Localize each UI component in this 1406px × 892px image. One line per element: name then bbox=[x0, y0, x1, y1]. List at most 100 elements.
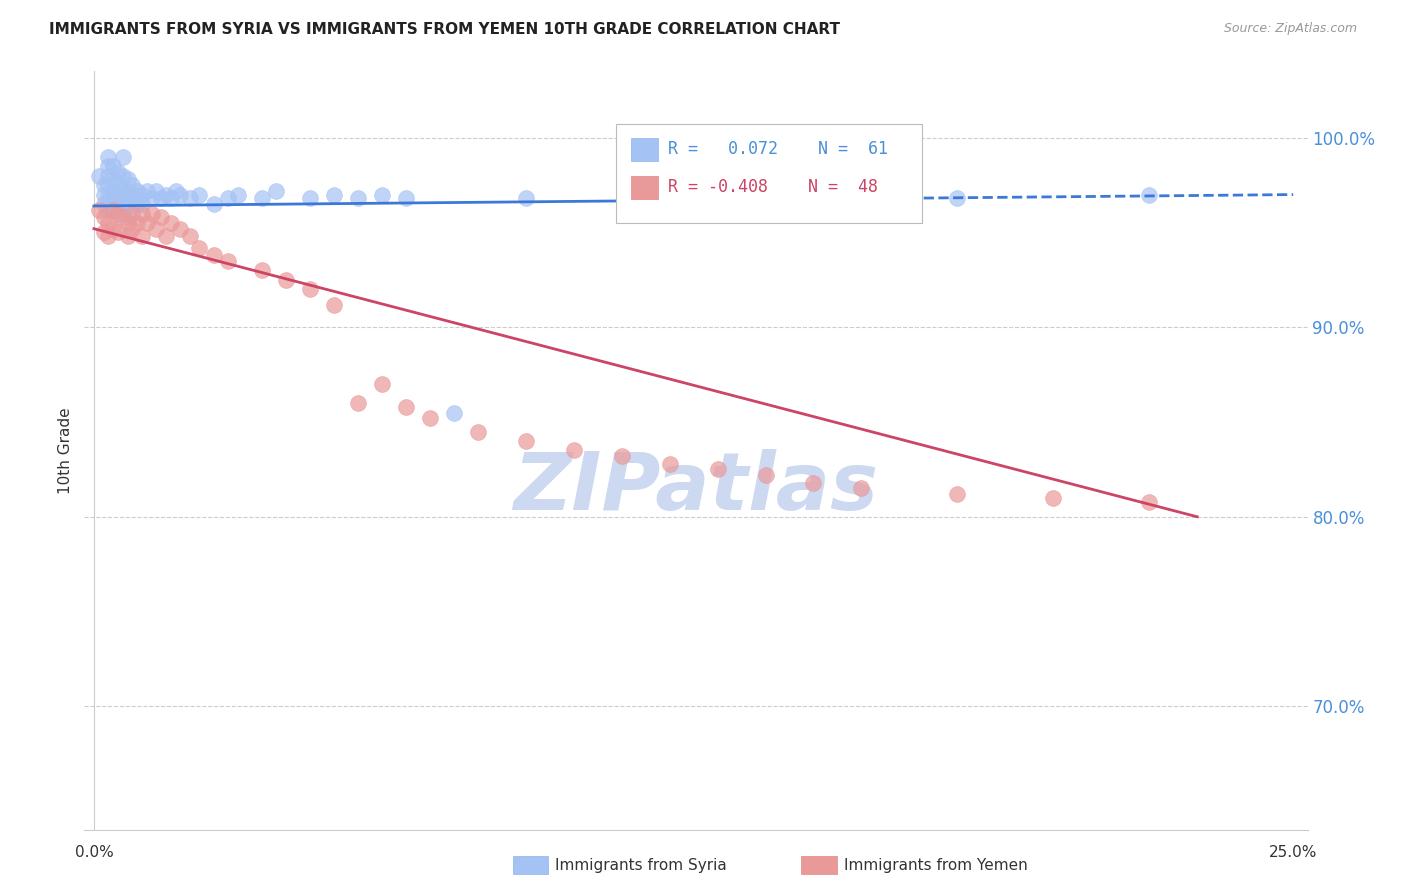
Point bbox=[150, 191, 173, 205]
Point bbox=[706, 462, 728, 476]
Point bbox=[202, 248, 225, 262]
Point bbox=[117, 184, 139, 198]
Point bbox=[188, 187, 211, 202]
Text: R = -0.408    N =  48: R = -0.408 N = 48 bbox=[668, 178, 877, 195]
Point bbox=[169, 221, 191, 235]
Point bbox=[97, 191, 120, 205]
Point bbox=[87, 169, 110, 183]
Point bbox=[117, 195, 139, 210]
Point bbox=[117, 172, 139, 186]
Point bbox=[107, 178, 129, 192]
Point bbox=[179, 229, 201, 244]
Point bbox=[121, 221, 143, 235]
Point bbox=[443, 405, 465, 419]
Point bbox=[1042, 491, 1064, 505]
Text: ZIPatlas: ZIPatlas bbox=[513, 450, 879, 527]
Point bbox=[803, 475, 825, 490]
Point bbox=[371, 377, 394, 392]
Point bbox=[121, 187, 143, 202]
Point bbox=[515, 191, 537, 205]
Point bbox=[159, 191, 181, 205]
Point bbox=[946, 191, 969, 205]
Point bbox=[250, 191, 273, 205]
Point bbox=[93, 226, 115, 240]
Point bbox=[562, 443, 585, 458]
Point bbox=[135, 184, 157, 198]
Point bbox=[111, 197, 134, 211]
Point bbox=[131, 197, 153, 211]
Point bbox=[117, 206, 139, 220]
Point bbox=[395, 191, 418, 205]
Point bbox=[141, 191, 163, 205]
Point bbox=[111, 211, 134, 225]
Point bbox=[419, 411, 441, 425]
Point bbox=[107, 165, 129, 179]
Point bbox=[155, 229, 177, 244]
Point bbox=[467, 425, 489, 439]
Point bbox=[117, 229, 139, 244]
Point bbox=[946, 487, 969, 501]
Point bbox=[93, 211, 115, 225]
Point bbox=[141, 206, 163, 220]
Point bbox=[188, 241, 211, 255]
Point bbox=[250, 263, 273, 277]
Point bbox=[145, 184, 167, 198]
Point bbox=[111, 184, 134, 198]
Point bbox=[127, 216, 149, 230]
Point bbox=[101, 202, 124, 217]
Point bbox=[97, 229, 120, 244]
Point bbox=[111, 169, 134, 183]
Point bbox=[93, 178, 115, 192]
Point bbox=[111, 206, 134, 220]
Point bbox=[346, 191, 368, 205]
Point bbox=[150, 211, 173, 225]
Point bbox=[155, 187, 177, 202]
Point bbox=[121, 178, 143, 192]
Point bbox=[610, 449, 633, 463]
Point bbox=[107, 197, 129, 211]
Text: Immigrants from Yemen: Immigrants from Yemen bbox=[844, 858, 1028, 872]
Point bbox=[107, 226, 129, 240]
Point bbox=[131, 206, 153, 220]
Point bbox=[395, 400, 418, 414]
Point bbox=[97, 150, 120, 164]
Point bbox=[131, 187, 153, 202]
Point bbox=[298, 191, 321, 205]
Point bbox=[101, 191, 124, 205]
Point bbox=[165, 184, 187, 198]
Point bbox=[87, 202, 110, 217]
Point bbox=[97, 216, 120, 230]
Point bbox=[97, 178, 120, 192]
Point bbox=[754, 468, 776, 483]
Point bbox=[97, 169, 120, 183]
Point bbox=[169, 187, 191, 202]
Point bbox=[101, 172, 124, 186]
Point bbox=[217, 191, 239, 205]
FancyBboxPatch shape bbox=[631, 138, 658, 161]
Point bbox=[298, 282, 321, 296]
Point bbox=[264, 184, 287, 198]
Text: R =   0.072    N =  61: R = 0.072 N = 61 bbox=[668, 140, 887, 158]
Point bbox=[274, 273, 297, 287]
Point bbox=[145, 221, 167, 235]
Point bbox=[107, 187, 129, 202]
Point bbox=[131, 229, 153, 244]
Point bbox=[135, 216, 157, 230]
Point bbox=[97, 202, 120, 217]
Text: 0.0%: 0.0% bbox=[75, 845, 114, 860]
Text: Source: ZipAtlas.com: Source: ZipAtlas.com bbox=[1223, 22, 1357, 36]
Point bbox=[322, 187, 344, 202]
Point bbox=[97, 159, 120, 173]
Point bbox=[322, 297, 344, 311]
Point bbox=[179, 191, 201, 205]
Point bbox=[101, 221, 124, 235]
Point bbox=[658, 191, 681, 205]
Point bbox=[371, 187, 394, 202]
Point bbox=[658, 457, 681, 471]
Point bbox=[121, 197, 143, 211]
Point bbox=[127, 197, 149, 211]
Point bbox=[202, 197, 225, 211]
Point bbox=[515, 434, 537, 448]
Point bbox=[111, 150, 134, 164]
Point bbox=[346, 396, 368, 410]
